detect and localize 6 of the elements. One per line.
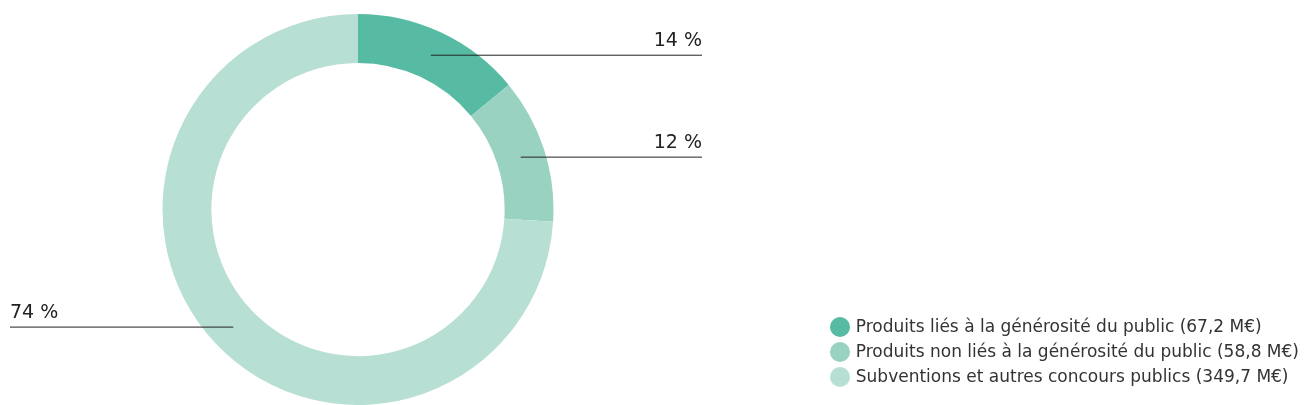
data-label: 12 %: [653, 130, 702, 153]
data-label: 74 %: [10, 300, 59, 323]
legend-label: Subventions et autres concours publics (349,7 M€): [855, 365, 1289, 388]
legend-label: Produits liés à la générosité du public (67,2 M€): [855, 315, 1262, 338]
data-label: 14 %: [653, 28, 702, 51]
legend-label: Produits non liés à la générosité du public (58,8 M€): [855, 340, 1299, 363]
